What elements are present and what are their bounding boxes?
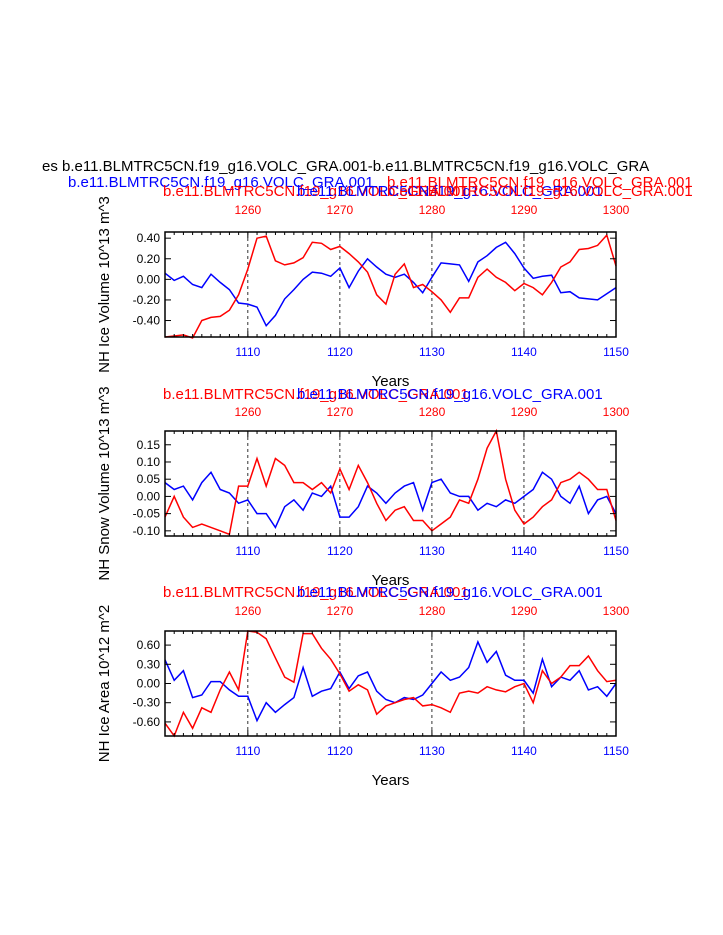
y-tick-label: 0.15 <box>137 438 161 452</box>
plot-frame <box>164 430 617 537</box>
y-tick-label: 0.10 <box>137 455 161 469</box>
x-tick-label-top: 1260 <box>234 203 261 217</box>
run-label-blue: b.e11.BLMTRC5CN.f19_g16.VOLC_GRA.001 <box>68 174 374 191</box>
panel-title-blue: b.e11.BLMTRC5CN.f19_g16.VOLC_GRA.001 <box>297 386 603 403</box>
y-axis-label: NH Ice Volume 10^13 m^3 <box>96 196 113 373</box>
y-tick-label: -0.30 <box>133 696 161 710</box>
plot-frame <box>164 630 617 737</box>
y-tick-label: 0.20 <box>137 252 161 266</box>
x-tick-label-top: 1300 <box>603 604 630 618</box>
panel-title-blue: b.e11.BLMTRC5CN.f19_g16.VOLC_GRA.001 <box>297 183 603 200</box>
x-tick-label-top: 1270 <box>327 405 354 419</box>
x-tick-label-top: 1280 <box>419 203 446 217</box>
series-line-red <box>164 630 617 738</box>
x-tick-label-bottom: 1110 <box>235 744 260 758</box>
x-axis-label: Years <box>372 772 410 789</box>
x-tick-label-top: 1290 <box>511 203 538 217</box>
x-tick-label-bottom: 1140 <box>511 345 537 359</box>
x-tick-label-top: 1300 <box>603 405 630 419</box>
x-tick-label-bottom: 1130 <box>419 544 445 558</box>
series-line-blue <box>164 639 617 723</box>
x-tick-label-bottom: 1150 <box>603 744 629 758</box>
x-tick-label-bottom: 1120 <box>327 345 353 359</box>
y-tick-label: -0.60 <box>133 715 161 729</box>
x-tick-label-top: 1290 <box>511 604 538 618</box>
y-axis-label: NH Ice Area 10^12 m^2 <box>96 605 113 763</box>
y-axis-label: NH Snow Volume 10^13 m^3 <box>96 386 113 580</box>
x-tick-label-top: 1290 <box>511 405 538 419</box>
main-title: es b.e11.BLMTRC5CN.f19_g16.VOLC_GRA.001-… <box>42 158 649 175</box>
y-tick-label: 0.00 <box>137 489 161 503</box>
panel-2: 0.15 0.10 0.05 0.00 -0.05 -0.10 1110 1120 1130 11… <box>96 386 630 589</box>
y-tick-label: -0.40 <box>133 314 161 328</box>
panel-title-red-2: b.e11.BLMTRC5CN.f19_g16.VOLC_GRA.001 <box>387 183 693 200</box>
x-tick-label-top: 1260 <box>234 405 261 419</box>
x-tick-label-top: 1270 <box>327 203 354 217</box>
y-tick-label: 0.40 <box>137 231 161 245</box>
x-tick-label-bottom: 1120 <box>327 544 353 558</box>
series-line-blue <box>164 241 617 328</box>
x-tick-label-bottom: 1130 <box>419 345 445 359</box>
y-tick-label: 0.00 <box>137 272 161 286</box>
panel-3: 0.60 0.30 0.00 -0.30 -0.60 1110 1120 1130 1140 11… <box>96 584 630 789</box>
panel-title-red: b.e11.BLMTRC5CN.f19_g16.VOLC_GRA.001 <box>163 183 469 200</box>
x-tick-label-bottom: 1110 <box>235 544 260 558</box>
x-tick-label-bottom: 1120 <box>327 744 353 758</box>
x-tick-label-top: 1270 <box>327 604 354 618</box>
y-tick-label: 0.00 <box>137 677 161 691</box>
series-line-red <box>164 428 617 536</box>
x-tick-label-bottom: 1140 <box>511 544 537 558</box>
x-tick-label-bottom: 1150 <box>603 544 629 558</box>
run-label-red: b.e11.BLMTRC5CN.f19_g16.VOLC_GRA.001 <box>387 174 693 191</box>
series-line-red <box>164 233 617 339</box>
y-tick-label: -0.10 <box>133 524 161 538</box>
panel-title-red: b.e11.BLMTRC5CN.f19_g16.VOLC_GRA.001 <box>163 584 469 601</box>
series-line-blue <box>164 471 617 529</box>
x-tick-label-bottom: 1140 <box>511 744 537 758</box>
x-tick-label-top: 1280 <box>419 405 446 419</box>
panel-1: 0.40 0.20 0.00 -0.20 -0.40 1110 1120 1130 1140 11… <box>96 183 693 390</box>
y-tick-label: 0.05 <box>137 472 161 486</box>
x-axis-label: Years <box>372 572 410 589</box>
x-tick-label-bottom: 1130 <box>419 744 445 758</box>
x-tick-label-bottom: 1110 <box>235 345 260 359</box>
x-tick-label-top: 1260 <box>234 604 261 618</box>
x-tick-label-bottom: 1150 <box>603 345 629 359</box>
y-tick-label: 0.30 <box>137 657 161 671</box>
panel-title-red: b.e11.BLMTRC5CN.f19_g16.VOLC_GRA.001 <box>163 386 469 403</box>
x-axis-label: Years <box>372 373 410 390</box>
y-tick-label: -0.05 <box>133 507 161 521</box>
y-tick-label: -0.20 <box>133 293 161 307</box>
plot-frame <box>164 231 617 338</box>
panel-title-blue: b.e11.BLMTRC5CN.f19_g16.VOLC_GRA.001 <box>297 584 603 601</box>
x-tick-label-top: 1300 <box>603 203 630 217</box>
x-tick-label-top: 1280 <box>419 604 446 618</box>
y-tick-label: 0.60 <box>137 638 161 652</box>
